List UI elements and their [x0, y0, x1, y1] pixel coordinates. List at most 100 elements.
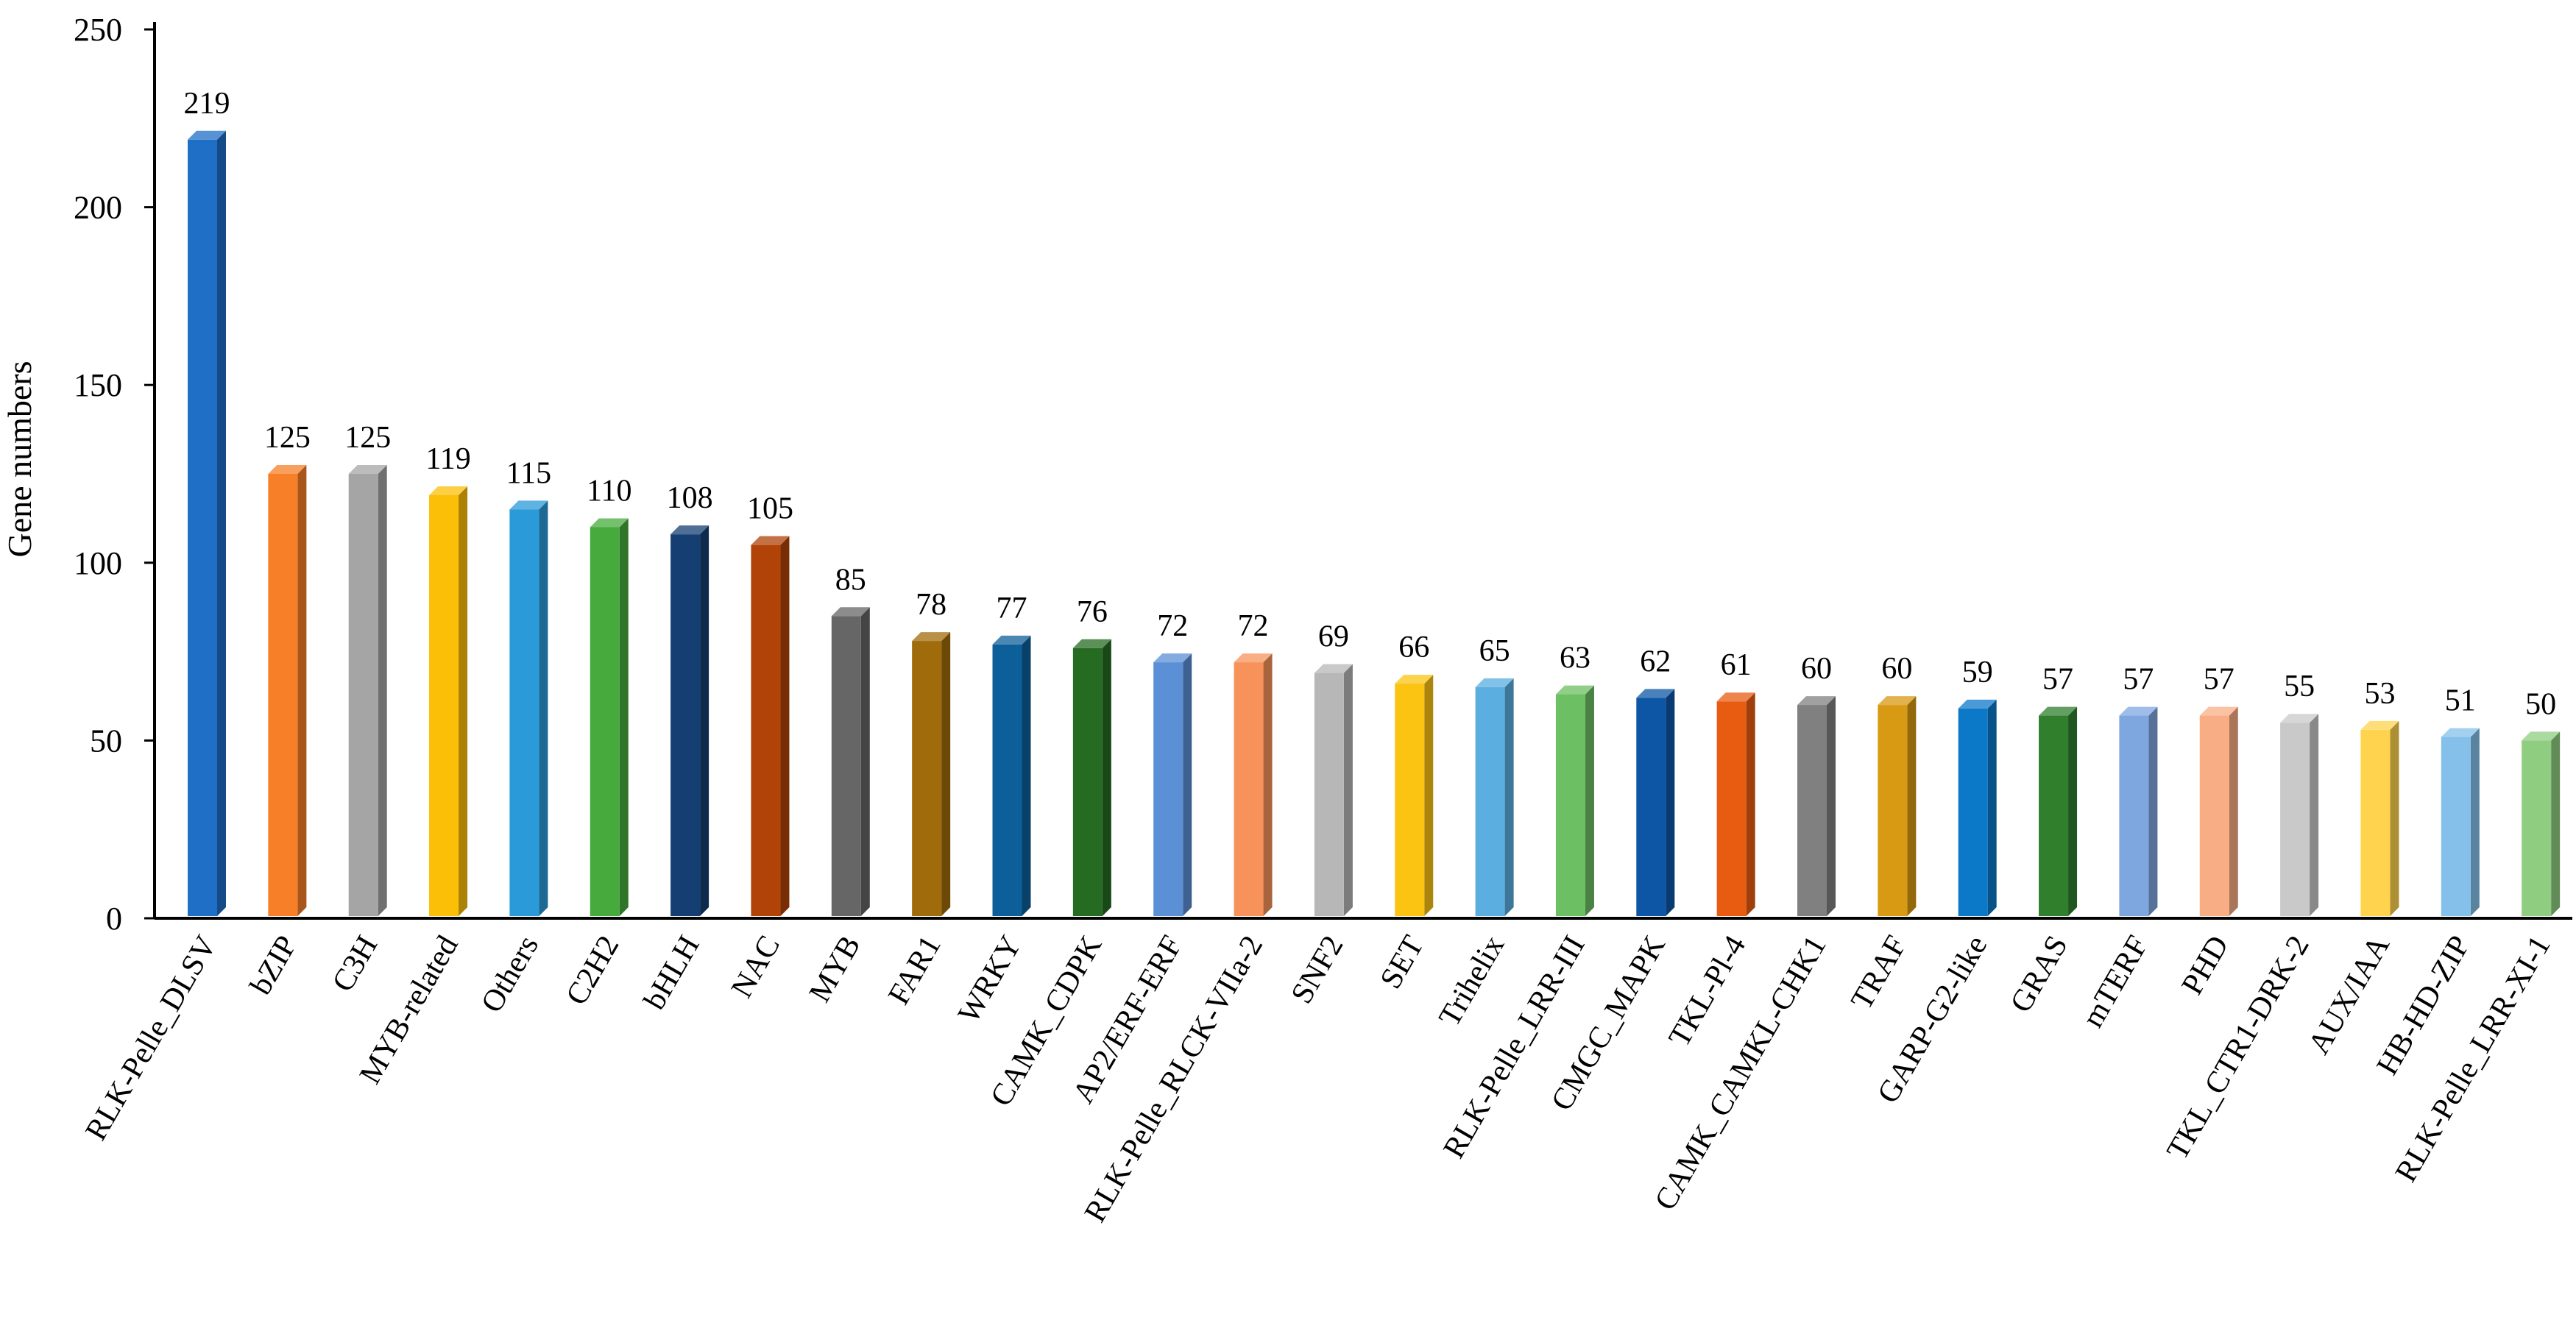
bar-side: [378, 465, 387, 916]
category-label: RLK-Pelle_DLSV: [79, 930, 223, 1146]
bar-front: [1878, 705, 1908, 916]
bar-side: [1424, 675, 1434, 916]
y-tick-label: 50: [90, 723, 122, 759]
bar-front: [1716, 701, 1747, 916]
value-label: 57: [2204, 663, 2234, 697]
bar: [348, 465, 387, 916]
bar-top: [1072, 639, 1111, 648]
category-label: RLK-Pelle_LRR-XI-1: [2389, 930, 2558, 1188]
bar-side: [217, 130, 226, 917]
value-label: 51: [2445, 684, 2476, 718]
category-label: TRAF: [1844, 930, 1914, 1015]
value-label: 125: [344, 421, 391, 455]
bar-front: [429, 494, 459, 916]
bar-top: [1314, 664, 1353, 673]
bar: [429, 486, 468, 916]
bar: [1958, 699, 1997, 916]
bar: [2360, 720, 2399, 916]
bar-side: [2068, 706, 2078, 916]
value-label: 85: [835, 563, 866, 597]
bar-top: [590, 518, 629, 528]
bar-top: [2522, 731, 2561, 741]
bar-top: [509, 500, 548, 510]
value-label: 69: [1318, 620, 1349, 654]
value-label: 57: [2042, 663, 2073, 697]
bar-top: [912, 632, 951, 642]
bar-side: [1827, 696, 1836, 916]
bar: [831, 607, 870, 916]
bar: [1716, 692, 1755, 916]
bar-side: [1907, 696, 1917, 916]
bar: [268, 465, 307, 916]
bar-front: [831, 616, 861, 916]
value-label: 110: [587, 474, 631, 508]
y-tick-label: 150: [74, 367, 122, 403]
bar-top: [1958, 699, 1997, 709]
bar-side: [297, 465, 307, 916]
bars: [188, 130, 2561, 917]
category-label: AUX/IAA: [2302, 929, 2397, 1060]
y-axis-ticks: 0 50 100 150 200 250: [74, 12, 155, 937]
value-label: 72: [1238, 609, 1269, 643]
value-label: 61: [1721, 648, 1752, 682]
bar: [188, 130, 226, 917]
bar-side: [1183, 653, 1192, 916]
bar: [1636, 689, 1675, 916]
value-label: 65: [1479, 634, 1510, 668]
category-label: NAC: [725, 930, 787, 1004]
value-label: 108: [667, 481, 713, 515]
bar-front: [1153, 662, 1183, 916]
bar-top: [268, 465, 307, 474]
bar-front: [2441, 737, 2471, 916]
bar: [590, 518, 629, 916]
bar: [1395, 675, 1434, 916]
bar-front: [670, 534, 701, 916]
bar: [670, 525, 710, 916]
bar-side: [2551, 731, 2561, 916]
bar: [2280, 714, 2319, 916]
bar-front: [1958, 708, 1988, 916]
category-label: C2H2: [559, 930, 626, 1011]
bar-side: [1343, 664, 1353, 916]
bar-top: [1555, 685, 1594, 695]
category-label: GRAS: [2004, 930, 2075, 1018]
bar-front: [2360, 729, 2391, 916]
bar-front: [1555, 694, 1585, 916]
bar-front: [268, 474, 298, 916]
bar-side: [1263, 653, 1273, 916]
bar-side: [2310, 714, 2319, 916]
bar: [1555, 685, 1594, 916]
bar-front: [912, 641, 942, 916]
bar-top: [2039, 706, 2078, 716]
y-tick-label: 0: [106, 901, 122, 937]
bar-top: [831, 607, 870, 617]
bar-front: [1636, 698, 1666, 916]
bar-top: [2441, 728, 2480, 737]
category-label: TKL-Pl-4: [1663, 930, 1753, 1052]
bar-side: [1504, 678, 1514, 916]
bar-side: [941, 632, 951, 916]
y-tick-label: 100: [74, 545, 122, 581]
value-label: 55: [2284, 670, 2315, 703]
bar-side: [860, 607, 870, 916]
bar-front: [2119, 715, 2149, 916]
bar-top: [2119, 706, 2158, 716]
bar-front: [348, 474, 378, 916]
bar-side: [619, 518, 629, 916]
bar-top: [2280, 714, 2319, 723]
bar-top: [429, 486, 468, 495]
bar-front: [1475, 686, 1505, 916]
value-label: 115: [506, 456, 551, 490]
y-tick-label: 250: [74, 12, 122, 48]
value-label: 105: [747, 492, 793, 526]
bar-side: [2148, 706, 2158, 916]
value-label: 125: [264, 421, 311, 455]
bar: [509, 500, 548, 916]
bar: [2039, 706, 2078, 916]
value-label: 66: [1398, 631, 1429, 664]
bar-front: [590, 527, 620, 916]
bar: [2441, 728, 2480, 916]
